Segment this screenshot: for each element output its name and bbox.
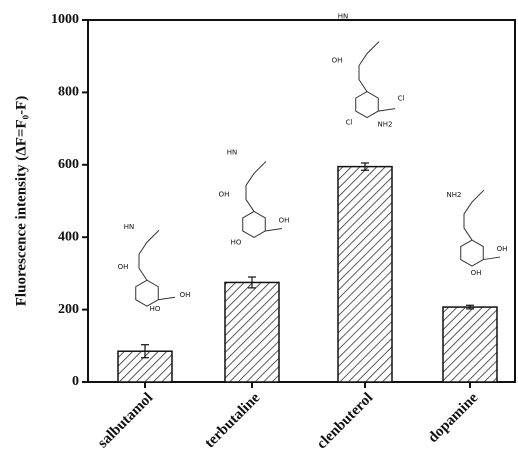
atom-label: OH [180, 291, 191, 299]
atom-label: OH [471, 269, 482, 277]
atom-label: Cl [398, 95, 405, 103]
x-tick-label: salbutamol [95, 390, 156, 451]
structure: NH2 OH OH [447, 189, 508, 277]
chain [358, 41, 380, 92]
atom-label: OH [219, 190, 230, 198]
x-tick-label: terbutaline [202, 390, 264, 452]
y-tick-label: 0 [72, 374, 79, 389]
bar [224, 281, 280, 383]
ring [355, 91, 379, 119]
atom-label: Cl [346, 119, 353, 127]
y-tick-label: 400 [58, 229, 79, 244]
chain [463, 189, 485, 241]
atom-label: HO [231, 238, 242, 246]
structure: HN OH HO OH [118, 223, 191, 313]
y-axis-label: Fluorescence intensity (ΔF=F₀-F) [13, 96, 29, 306]
atom-label: HN [124, 223, 135, 231]
atom-label: NH2 [447, 191, 462, 199]
atom-label: OH [332, 57, 343, 65]
atom-label: HO [150, 305, 161, 313]
structure: HN OH OH HO [219, 148, 290, 246]
atom-label: NH2 [378, 121, 393, 129]
x-tick-label: clenbuterol [314, 390, 376, 452]
structure: HN OH Cl Cl NH2 [332, 13, 405, 129]
ring [460, 239, 484, 267]
chain [138, 229, 160, 281]
ring [242, 210, 266, 239]
y-tick-label: 1000 [51, 12, 79, 27]
atom-label: HN [338, 13, 349, 21]
x-tick-label: dopamine [425, 390, 481, 446]
plot-frame [87, 19, 516, 383]
atom-label: OH [118, 263, 129, 271]
y-tick-label: 200 [58, 302, 79, 317]
chain [378, 108, 396, 112]
chain [483, 256, 501, 261]
atom-label: HN [227, 148, 238, 156]
chain [158, 296, 176, 301]
chain [245, 161, 267, 212]
y-tick-label: 600 [58, 157, 79, 172]
ring [135, 279, 159, 307]
atom-label: OH [279, 216, 290, 224]
bar [337, 165, 393, 383]
y-tick-label: 800 [58, 85, 79, 100]
bar [442, 306, 498, 383]
atom-label: OH [497, 245, 508, 253]
chain [265, 227, 283, 232]
